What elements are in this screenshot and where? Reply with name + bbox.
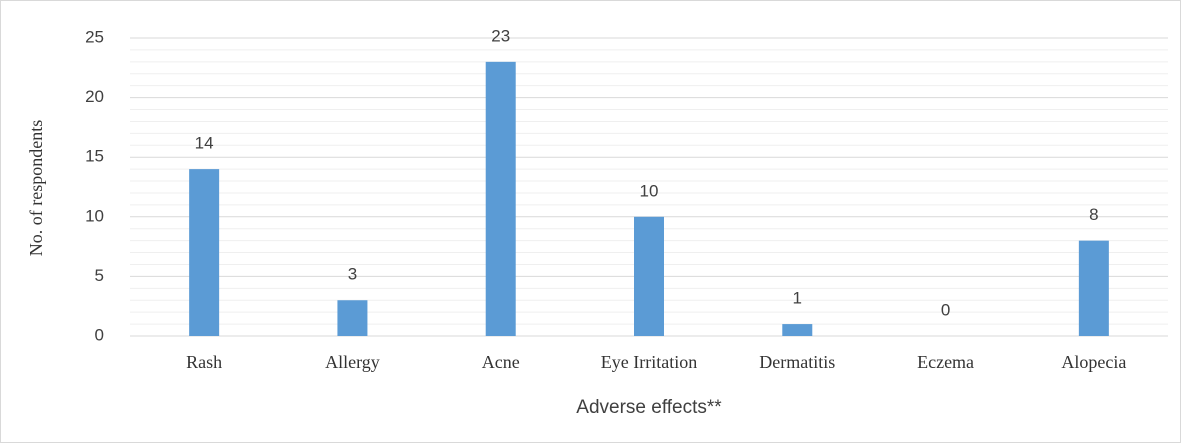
data-label: 10 <box>640 181 659 200</box>
y-tick-label: 20 <box>85 87 104 106</box>
x-tick-label: Eczema <box>917 352 974 372</box>
bar <box>337 300 368 336</box>
y-axis-title: No. of respondents <box>26 120 46 256</box>
bar <box>782 324 813 336</box>
y-tick-label: 10 <box>85 206 104 225</box>
x-tick-label: Alopecia <box>1061 352 1126 372</box>
x-tick-label: Acne <box>482 352 520 372</box>
x-tick-label: Eye Irritation <box>601 352 697 372</box>
x-tick-label: Rash <box>186 352 222 372</box>
bar <box>485 61 516 337</box>
data-label: 1 <box>793 289 802 308</box>
data-label: 23 <box>491 26 510 45</box>
x-tick-label: Allergy <box>325 352 380 372</box>
y-tick-label: 15 <box>85 147 104 166</box>
bar <box>1078 240 1109 336</box>
data-label: 0 <box>941 300 950 319</box>
bar <box>189 169 220 336</box>
y-tick-label: 0 <box>95 325 104 344</box>
x-tick-label: Dermatitis <box>759 352 835 372</box>
data-label: 3 <box>348 265 357 284</box>
data-label: 8 <box>1089 205 1098 224</box>
y-tick-label: 5 <box>95 266 104 285</box>
x-axis-title: Adverse effects** <box>576 397 722 418</box>
y-tick-label: 25 <box>85 27 104 46</box>
bar <box>634 216 664 336</box>
data-label: 14 <box>195 134 214 153</box>
